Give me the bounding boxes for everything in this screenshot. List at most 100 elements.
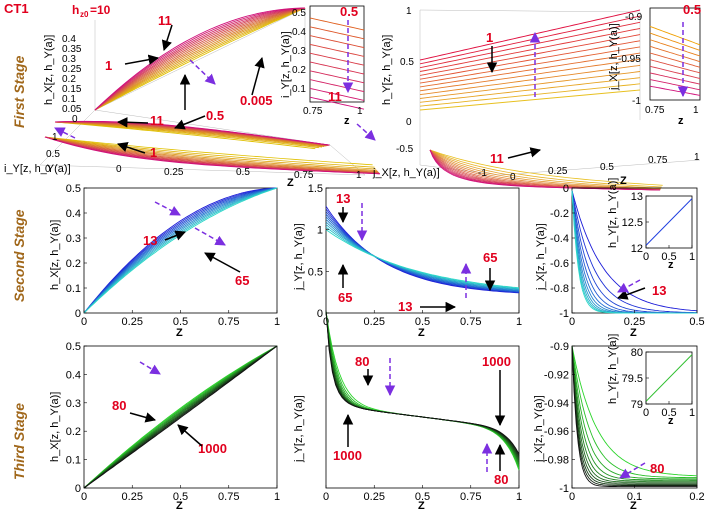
p8-inset-line [645, 354, 693, 402]
p1-inset-xlabel: z [344, 115, 350, 127]
p1-ztick: 0.1 [62, 94, 76, 105]
p2-label-1: 1 [486, 30, 493, 45]
p6-ytick-label: 0.2 [66, 426, 81, 438]
p5-xtick-label: 0 [569, 316, 575, 328]
p5-inset-xtick-label: 1 [689, 251, 695, 263]
p1-series-projection [54, 121, 323, 148]
p7-label-80-top: 80 [355, 354, 369, 369]
p2-series-line [419, 71, 641, 99]
chart-third-jx: 0 0.1 0.2 -1 -0.98 -0.96 -0.94 -0.92 -0.9 j_X[z,… [533, 334, 705, 512]
p1-ztick: 0.15 [62, 84, 82, 95]
p1-series-projection [54, 121, 320, 149]
p6-series-line [83, 345, 278, 489]
p8-ytick-label: -1 [559, 483, 569, 495]
p2-jxtick: -0.5 [396, 144, 414, 155]
p5-trend-arrow [617, 279, 641, 293]
p1-iytick: 0.5 [46, 149, 60, 160]
p6-ytick-label: 0.3 [66, 398, 81, 410]
p1-zlabel: Z [287, 177, 294, 189]
p8-series-line [571, 345, 697, 484]
p6-series-line [83, 345, 278, 489]
p4-xtick-label: 0.25 [364, 316, 385, 328]
p8-ytick-label: -0.92 [544, 369, 569, 381]
p2-inset-series-line [649, 79, 701, 91]
p2-inset-series-line [649, 25, 701, 46]
p4-xtick-label: 0.5 [415, 316, 430, 328]
p2-series-line [419, 83, 641, 107]
p1-xtick: 0.75 [294, 170, 314, 181]
p8-series-line [571, 345, 697, 481]
p4-xlabel: Z [418, 327, 425, 339]
p3-xtick-label: 1 [274, 316, 280, 328]
p4-xtick-label: 0 [323, 316, 329, 328]
figure-label: CT1 [4, 1, 29, 16]
p4-label-13-top: 13 [336, 191, 350, 206]
p1-series-floor [44, 136, 373, 166]
p5-series-line [571, 190, 698, 312]
p2-series-floor [429, 149, 661, 191]
p1-inset-series-line [309, 35, 365, 49]
p7-xtick-label: 1 [516, 491, 522, 503]
p1-series-line [94, 7, 306, 111]
p1-trend-arrow [356, 123, 376, 141]
p2-series-line [419, 58, 641, 92]
p1-inset-ytick: 0.1 [292, 84, 306, 95]
p1-ztick: 0.3 [62, 54, 76, 65]
p1-inset-series-line [309, 61, 365, 75]
p5-ytick-label: -0.8 [550, 283, 569, 295]
p1-xtick: 0.5 [236, 167, 250, 178]
p2-inset-series-line [649, 59, 701, 74]
p2-series-floor [429, 149, 663, 186]
p3-label-65: 65 [235, 273, 249, 288]
p2-series-line [419, 64, 641, 96]
p1-ztick: 0 [72, 114, 78, 125]
p1-arrow [174, 115, 206, 130]
p5-xtick-label: 0.5 [689, 316, 704, 328]
p5-series-line [571, 190, 697, 314]
p3-series-line [83, 187, 278, 314]
p2-inset: -0.9 -0.95 -1 0.75 1 z j_X[z, h_Y(a)] 0.… [608, 2, 701, 127]
p6-series-line [83, 345, 278, 489]
p1-iytick: 0 [45, 164, 51, 175]
p5-xtick-label: 0.25 [624, 316, 645, 328]
p1-xtick: 1 [356, 170, 362, 181]
p5-inset-xtick-label: 0 [643, 251, 649, 263]
p2-series-line [419, 89, 641, 111]
p2-series-line [419, 28, 641, 72]
p4-label-13-bottom: 13 [398, 299, 412, 314]
p3-xlabel: Z [176, 327, 183, 339]
p8-ytick-label: -0.96 [544, 426, 569, 438]
p6-ytick-label: 0.4 [66, 369, 81, 381]
p2-inset-series-line [649, 45, 701, 63]
p8-series-line [571, 345, 697, 479]
p3-series-line [83, 187, 278, 314]
p3-ytick-label: 0.2 [66, 258, 81, 270]
p8-series-line [571, 345, 698, 477]
p3-trend-arrow [154, 201, 181, 216]
p1-arrow [116, 117, 149, 128]
stage-label-first: First Stage [11, 55, 27, 128]
p3-label-13: 13 [143, 233, 157, 248]
hz0-symbol: h [72, 3, 79, 17]
p5-xlabel: Z [630, 327, 637, 339]
p2-xtick: 0 [510, 172, 516, 183]
p2-series-floor [429, 149, 661, 190]
p1-series-line [94, 7, 306, 111]
p2-jxlabel: j_X[z, h_Y(a)] [372, 167, 440, 179]
p1-series-floor [44, 136, 380, 175]
p6-series-line [83, 345, 278, 489]
p8-inset-ytick-label: 80 [631, 347, 643, 359]
p6-series-line [83, 345, 278, 489]
p6-xtick-label: 0.25 [122, 491, 143, 503]
p3-series-line [83, 187, 278, 314]
p6-arrow [177, 424, 203, 447]
p6-label-80: 80 [112, 398, 126, 413]
hz0-label: h z0 =10 [72, 3, 111, 19]
p5-ytick-label: -0.4 [550, 233, 569, 245]
p6-xtick-label: 0.75 [218, 491, 239, 503]
p1-inset-series-line [309, 87, 365, 101]
p7-label-80-bottom: 80 [494, 472, 508, 487]
p8-series-line [571, 345, 697, 480]
p6-xtick-label: 0.5 [173, 491, 188, 503]
p5-inset: 0 0.5 1 12 12.5 13 h_Y[z, h_Y(a)] z [607, 178, 695, 271]
